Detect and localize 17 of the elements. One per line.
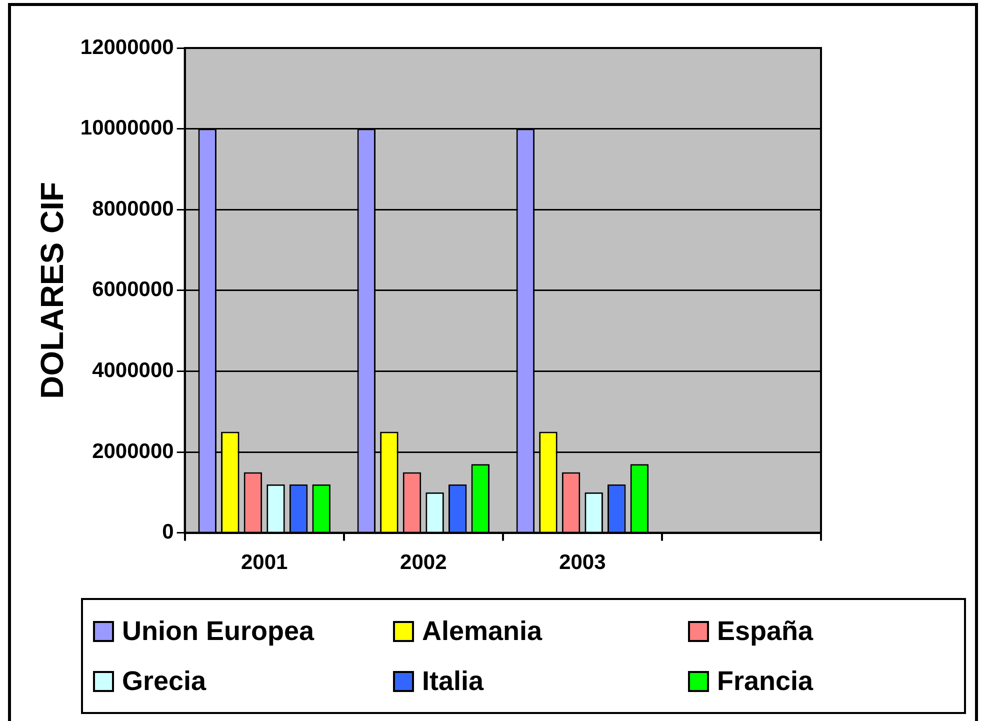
x-tick-label: 2003: [559, 551, 606, 574]
y-tick-label: 4000000: [92, 358, 174, 382]
legend-label: Alemania: [422, 616, 542, 646]
legend-label: Union Europea: [122, 616, 314, 646]
legend-label: España: [717, 616, 814, 646]
y-tick-label: 0: [162, 520, 174, 544]
y-tick-label: 2000000: [92, 440, 174, 463]
legend-label: Italia: [422, 666, 484, 696]
legend-label: Grecia: [122, 666, 206, 696]
y-tick-label: 6000000: [92, 278, 174, 302]
x-tick-label: 2002: [400, 551, 447, 574]
legend-label: Francia: [717, 666, 814, 696]
y-axis-title: DOLARES CIF: [34, 182, 70, 399]
y-tick-label: 10000000: [80, 116, 174, 140]
x-tick-label: 2001: [240, 551, 288, 574]
y-tick-label: 8000000: [92, 197, 174, 220]
y-tick-label: 12000000: [80, 36, 174, 59]
